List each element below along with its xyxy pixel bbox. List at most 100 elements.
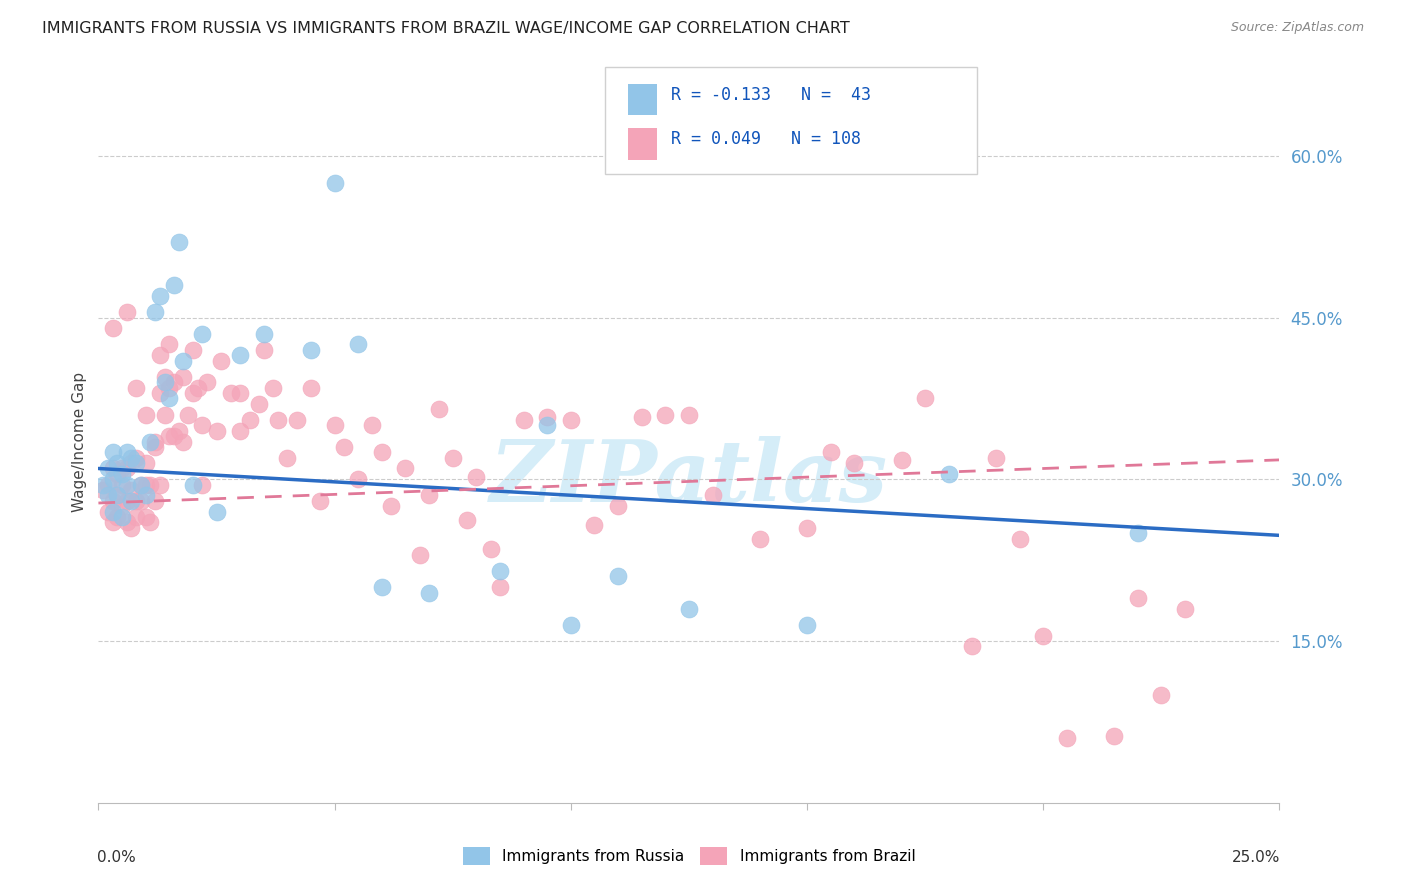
Point [607,500,630,514]
Point [219,386,242,401]
Point [121,483,143,497]
Point [163,278,186,293]
Point [135,477,157,491]
Point [408,548,430,562]
Point [115,461,138,475]
Point [121,493,143,508]
Point [456,513,478,527]
Point [105,456,128,470]
Point [149,348,172,362]
Point [157,381,180,395]
Point [101,445,124,459]
Point [135,510,157,524]
Point [115,445,138,459]
Point [239,413,262,427]
Point [229,424,252,438]
Point [267,413,290,427]
Point [678,408,700,422]
Point [323,418,346,433]
Point [111,510,134,524]
Point [163,376,186,390]
Point [91,483,114,497]
Point [796,618,818,632]
Point [347,337,370,351]
Point [205,424,228,438]
Point [1126,526,1149,541]
Text: 0.0%: 0.0% [97,850,136,864]
Point [153,369,176,384]
Point [129,493,152,508]
Point [285,413,308,427]
Point [139,434,162,449]
Text: Source: ZipAtlas.com: Source: ZipAtlas.com [1230,21,1364,34]
Point [262,381,284,395]
Point [135,456,157,470]
Point [163,429,186,443]
Point [101,461,124,475]
Point [678,601,700,615]
Point [167,235,190,249]
Point [247,397,270,411]
Point [361,418,384,433]
Point [172,434,194,449]
Point [479,542,502,557]
Point [195,376,218,390]
Point [630,409,652,424]
Point [105,467,128,481]
Point [129,477,152,491]
Point [1174,601,1197,615]
Point [371,580,394,594]
Point [153,376,176,390]
Point [101,505,124,519]
Point [441,450,464,465]
Point [153,408,176,422]
Point [172,369,194,384]
Point [101,493,124,508]
Point [139,477,162,491]
Point [1056,731,1078,745]
Point [135,488,157,502]
Point [115,477,138,491]
Point [654,408,676,422]
Point [143,440,166,454]
Point [191,418,214,433]
Point [191,477,214,491]
Point [1126,591,1149,605]
Point [111,500,134,514]
Text: IMMIGRANTS FROM RUSSIA VS IMMIGRANTS FROM BRAZIL WAGE/INCOME GAP CORRELATION CHA: IMMIGRANTS FROM RUSSIA VS IMMIGRANTS FRO… [42,21,851,36]
Point [1150,688,1173,702]
Point [129,477,152,491]
Point [135,408,157,422]
Point [796,521,818,535]
Point [177,408,200,422]
Y-axis label: Wage/Income Gap: Wage/Income Gap [72,371,87,512]
Point [347,472,370,486]
Point [121,521,143,535]
Point [105,488,128,502]
Point [465,470,488,484]
Point [489,580,512,594]
Point [125,450,148,465]
Text: R = 0.049   N = 108: R = 0.049 N = 108 [671,130,860,148]
Point [309,493,332,508]
Point [191,326,214,341]
Point [97,477,120,491]
Point [149,386,172,401]
Point [121,456,143,470]
Point [229,348,252,362]
Point [115,516,138,530]
Text: 25.0%: 25.0% [1232,850,1281,864]
Point [157,337,180,351]
Point [299,343,322,357]
Point [489,564,512,578]
Point [143,493,166,508]
Point [111,467,134,481]
Point [157,429,180,443]
Point [143,305,166,319]
Point [125,381,148,395]
Point [149,289,172,303]
Point [229,386,252,401]
Text: R = -0.133   N =  43: R = -0.133 N = 43 [671,86,870,103]
Point [333,440,356,454]
Point [105,488,128,502]
